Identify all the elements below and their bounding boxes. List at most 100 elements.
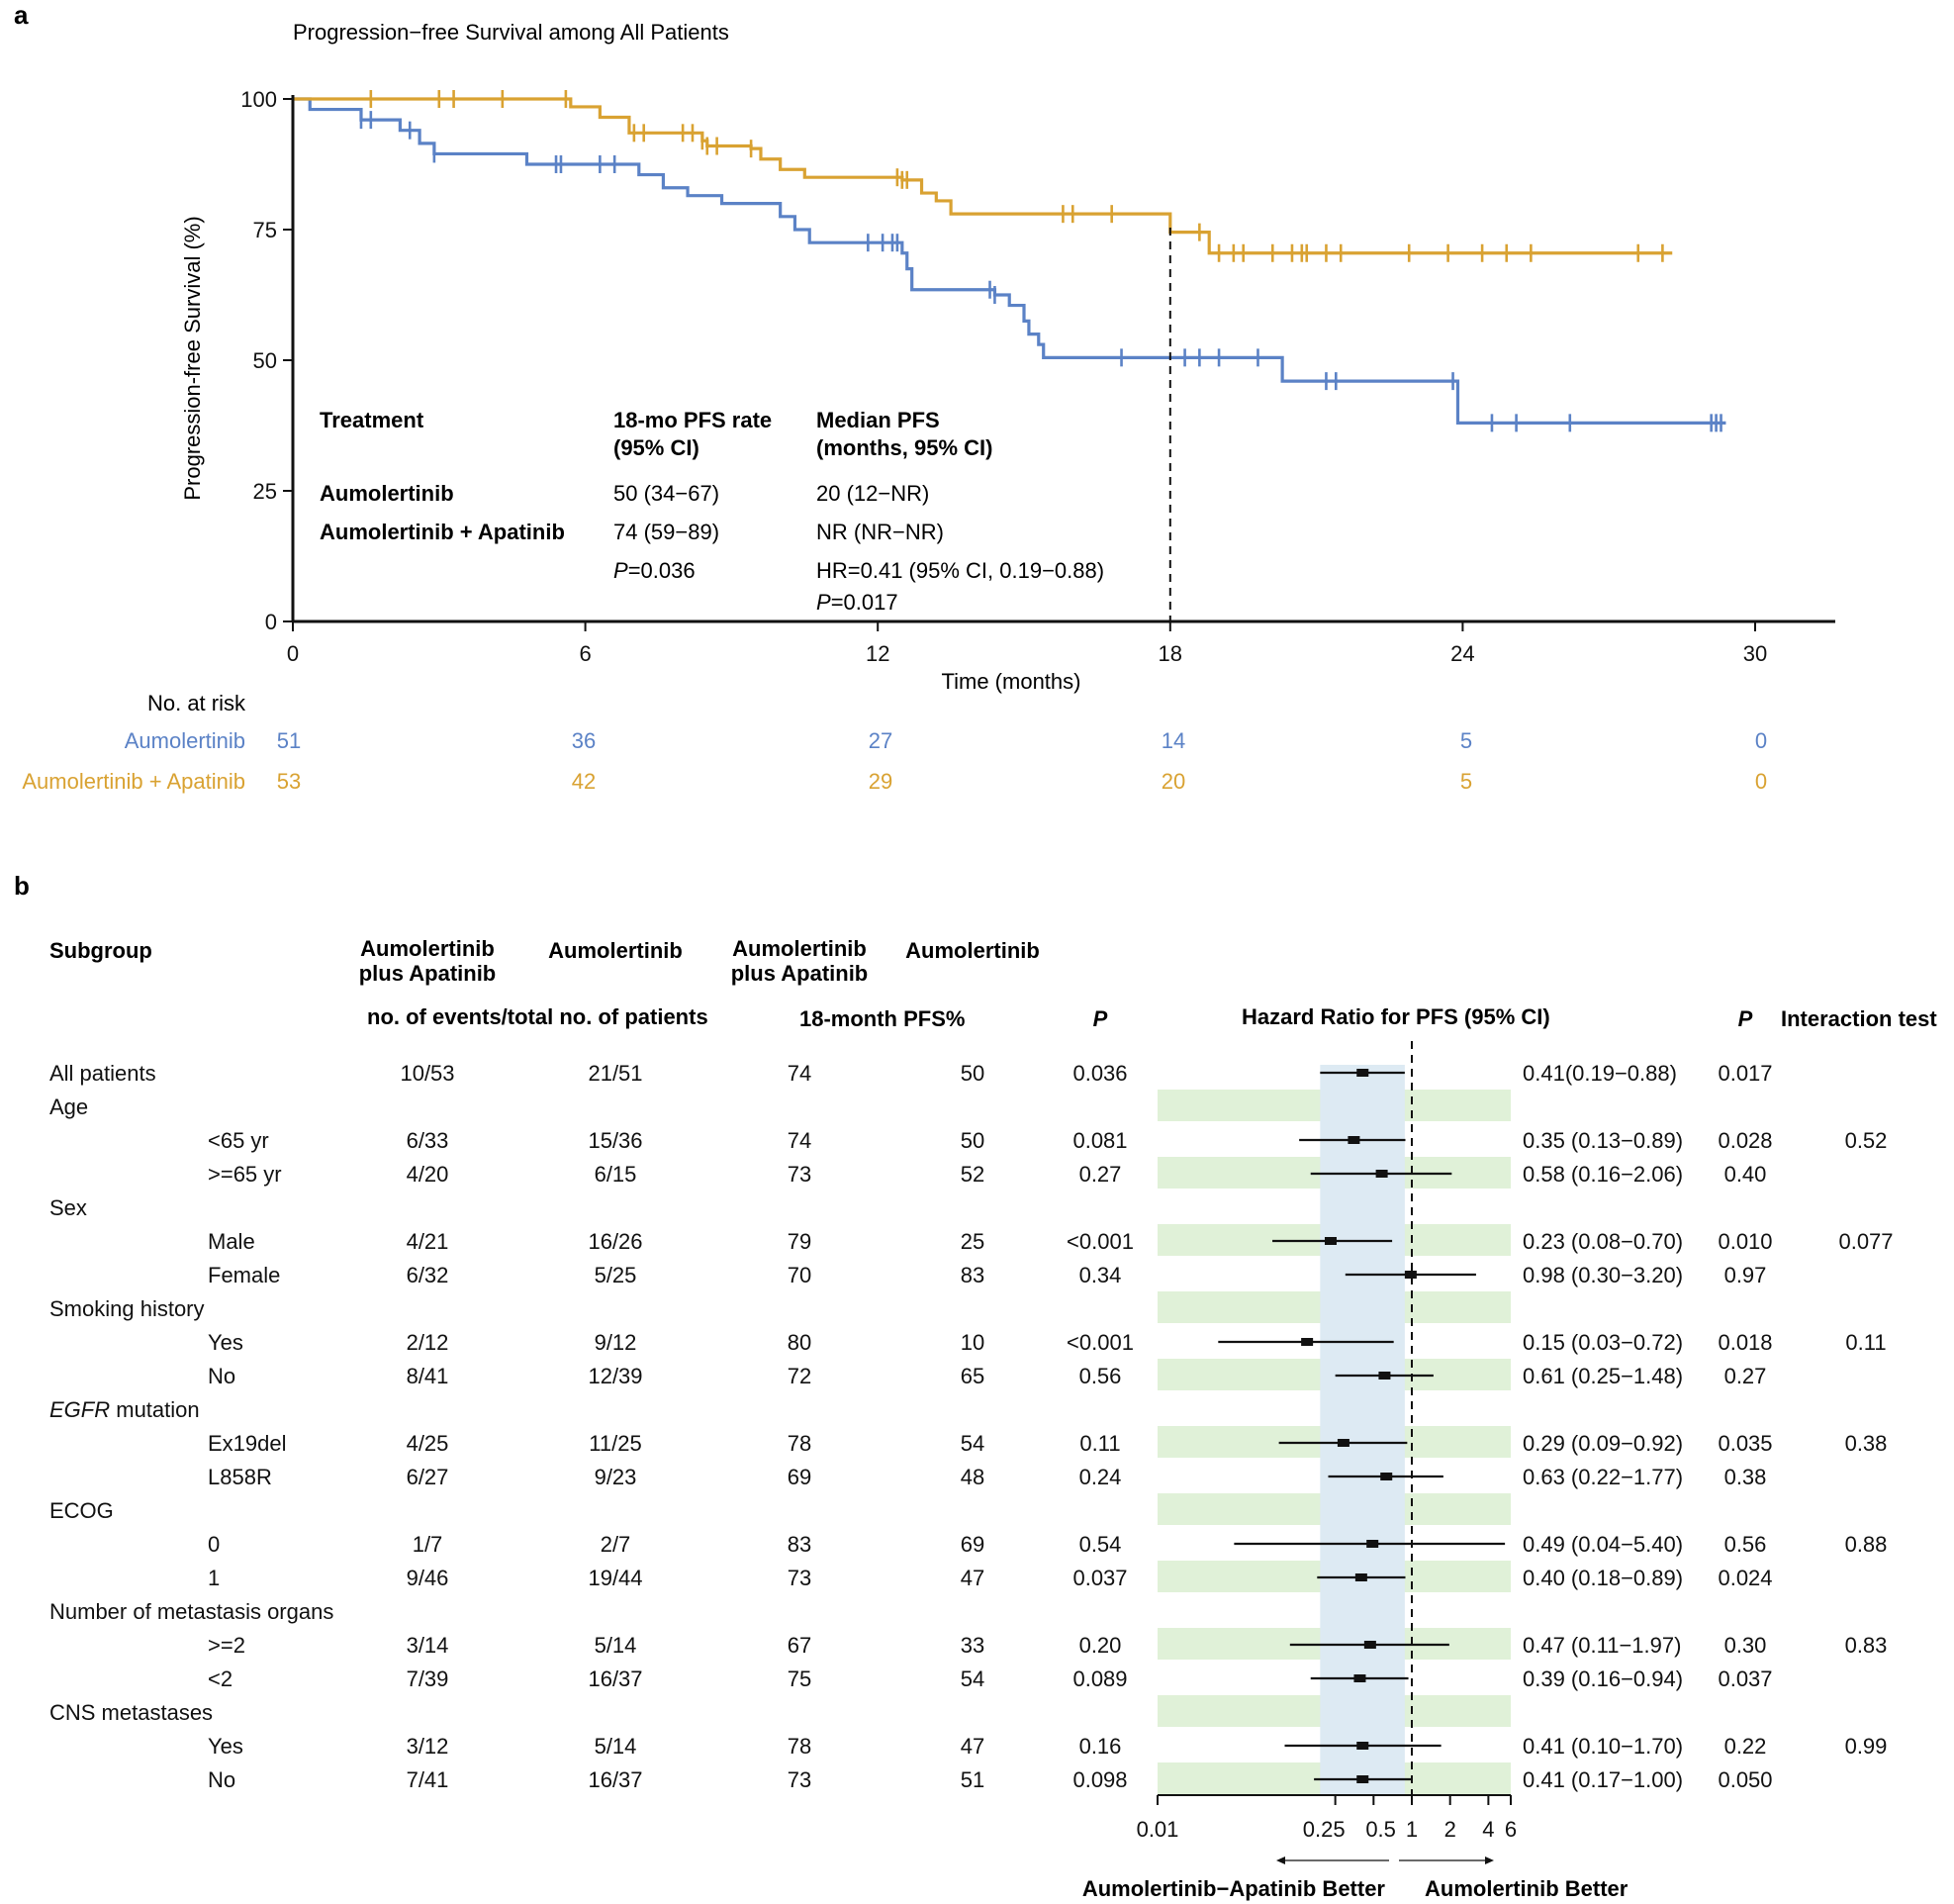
pfs-mono: 50 (961, 1128, 984, 1153)
panel-a-letter: a (14, 0, 29, 30)
forest-x-tick-label: 1 (1406, 1817, 1418, 1842)
hr-point-estimate (1348, 1136, 1360, 1144)
row-label: >=65 yr (208, 1162, 282, 1187)
forest-group-header: EGFR mutation (49, 1397, 200, 1422)
row-label: Sex (49, 1195, 87, 1220)
p-value: 0.20 (1079, 1633, 1122, 1658)
at-risk-table: No. at risk Aumolertinib Aumolertinib + … (22, 691, 1767, 794)
hr-point-estimate (1375, 1170, 1388, 1178)
km-x-ticks: 0 6 12 18 24 30 (287, 621, 1767, 666)
direction-left-label: Aumolertinib−Apatinib Better (1082, 1876, 1386, 1901)
at-risk-value: 20 (1162, 769, 1185, 794)
hr-text: 0.49 (0.04−5.40) (1523, 1532, 1683, 1557)
interaction-p: 0.38 (1845, 1431, 1888, 1456)
pfs-combo: 72 (788, 1364, 811, 1388)
hr-text: 0.15 (0.03−0.72) (1523, 1330, 1683, 1355)
events-mono: 5/14 (595, 1633, 637, 1658)
hr-point-estimate (1404, 1271, 1417, 1279)
hr-text: 0.41 (0.17−1.00) (1523, 1767, 1683, 1792)
events-mono: 12/39 (588, 1364, 642, 1388)
pfs-combo: 70 (788, 1263, 811, 1287)
row-label: L858R (208, 1465, 272, 1489)
events-combo: 6/32 (407, 1263, 449, 1287)
events-combo: 7/39 (407, 1666, 449, 1691)
row-label: Yes (208, 1330, 243, 1355)
hr-text: 0.40 (0.18−0.89) (1523, 1566, 1683, 1590)
row-label: <2 (208, 1666, 233, 1691)
row-label: >=2 (208, 1633, 245, 1658)
row-label: EGFR mutation (49, 1397, 200, 1422)
events-mono: 5/14 (595, 1734, 637, 1759)
p-value: 0.098 (1072, 1767, 1127, 1792)
at-risk-value: 0 (1755, 769, 1767, 794)
km-curves (293, 90, 1726, 432)
forest-group-header: Smoking history (49, 1296, 205, 1321)
events-combo: 3/14 (407, 1633, 449, 1658)
forest-row: <65 yr 6/33 15/36 74 50 0.081 0.35 (0.13−0.89)… (208, 1128, 1887, 1153)
row-label: Yes (208, 1734, 243, 1759)
forest-x-tick-label: 4 (1482, 1817, 1494, 1842)
pfs-combo: 74 (788, 1061, 811, 1086)
events-mono: 9/23 (595, 1465, 637, 1489)
pfs-combo: 67 (788, 1633, 811, 1658)
forest-group-header: ECOG (49, 1498, 114, 1523)
hdr-col3-line1: Aumolertinib (732, 936, 867, 961)
hr-point-estimate (1353, 1674, 1366, 1682)
pfs-mono: 54 (961, 1431, 984, 1456)
p2-value: 0.024 (1718, 1566, 1772, 1590)
hr-text: 0.61 (0.25−1.48) (1523, 1364, 1683, 1388)
hdr-pfs: 18-month PFS% (799, 1006, 965, 1031)
interaction-p: 0.077 (1838, 1229, 1893, 1254)
events-mono: 6/15 (595, 1162, 637, 1187)
pfs-mono: 10 (961, 1330, 984, 1355)
inset-row2-median: NR (NR−NR) (816, 520, 944, 544)
panel-b: b Subgroup Aumolertinib plus Apatinib Au… (14, 871, 1937, 1901)
inset-row2-rate: 74 (59−89) (613, 520, 719, 544)
row-label: Number of metastasis organs (49, 1599, 333, 1624)
at-risk-row-aumolertinib-name: Aumolertinib (125, 728, 245, 753)
hdr-col1-line1: Aumolertinib (360, 936, 495, 961)
pfs-combo: 80 (788, 1330, 811, 1355)
km-curve-line (293, 97, 1726, 425)
km-y-tick-label-75: 75 (253, 218, 277, 242)
hdr-interaction: Interaction test (1781, 1006, 1937, 1031)
forest-row: No 8/41 12/39 72 65 0.56 0.61 (0.25−1.48) 0.27 (208, 1364, 1766, 1388)
km-y-ticks: 0 25 50 75 100 (240, 87, 293, 634)
pfs-mono: 50 (961, 1061, 984, 1086)
km-y-label: Progression-free Survival (%) (180, 216, 205, 500)
events-combo: 4/25 (407, 1431, 449, 1456)
pfs-combo: 74 (788, 1128, 811, 1153)
row-label: All patients (49, 1061, 156, 1086)
row-label: Ex19del (208, 1431, 287, 1456)
panel-b-letter: b (14, 871, 30, 901)
forest-x-tick-label: 0.01 (1137, 1817, 1179, 1842)
events-combo: 6/27 (407, 1465, 449, 1489)
pfs-mono: 48 (961, 1465, 984, 1489)
forest-row: Yes 2/12 9/12 80 10 <0.001 0.15 (0.03−0.72) 0.0… (208, 1330, 1887, 1355)
hr-text: 0.58 (0.16−2.06) (1523, 1162, 1683, 1187)
forest-headers: Subgroup Aumolertinib plus Apatinib Aumo… (49, 936, 1937, 1031)
hr-point-estimate (1356, 1069, 1369, 1077)
events-combo: 10/53 (400, 1061, 454, 1086)
p-value: 0.081 (1072, 1128, 1127, 1153)
pfs-mono: 25 (961, 1229, 984, 1254)
hr-point-estimate (1356, 1742, 1369, 1750)
at-risk-value: 29 (869, 769, 892, 794)
interaction-p: 0.99 (1845, 1734, 1888, 1759)
km-title: Progression−free Survival among All Pati… (293, 20, 729, 45)
hdr-p: P (1093, 1006, 1108, 1031)
forest-row: >=2 3/14 5/14 67 33 0.20 0.47 (0.11−1.97) 0.30 0… (208, 1633, 1887, 1658)
p2-value: 0.035 (1718, 1431, 1772, 1456)
pfs-mono: 51 (961, 1767, 984, 1792)
row-label: 0 (208, 1532, 220, 1557)
pfs-combo: 78 (788, 1431, 811, 1456)
hr-text: 0.23 (0.08−0.70) (1523, 1229, 1683, 1254)
events-mono: 21/51 (588, 1061, 642, 1086)
p-value: 0.16 (1079, 1734, 1122, 1759)
hdr-subgroup: Subgroup (49, 938, 152, 963)
pfs-mono: 52 (961, 1162, 984, 1187)
hr-point-estimate (1324, 1237, 1337, 1245)
forest-row: 1 9/46 19/44 73 47 0.037 0.40 (0.18−0.89) 0.024 (208, 1566, 1773, 1590)
pfs-combo: 79 (788, 1229, 811, 1254)
p2-value: 0.037 (1718, 1666, 1772, 1691)
